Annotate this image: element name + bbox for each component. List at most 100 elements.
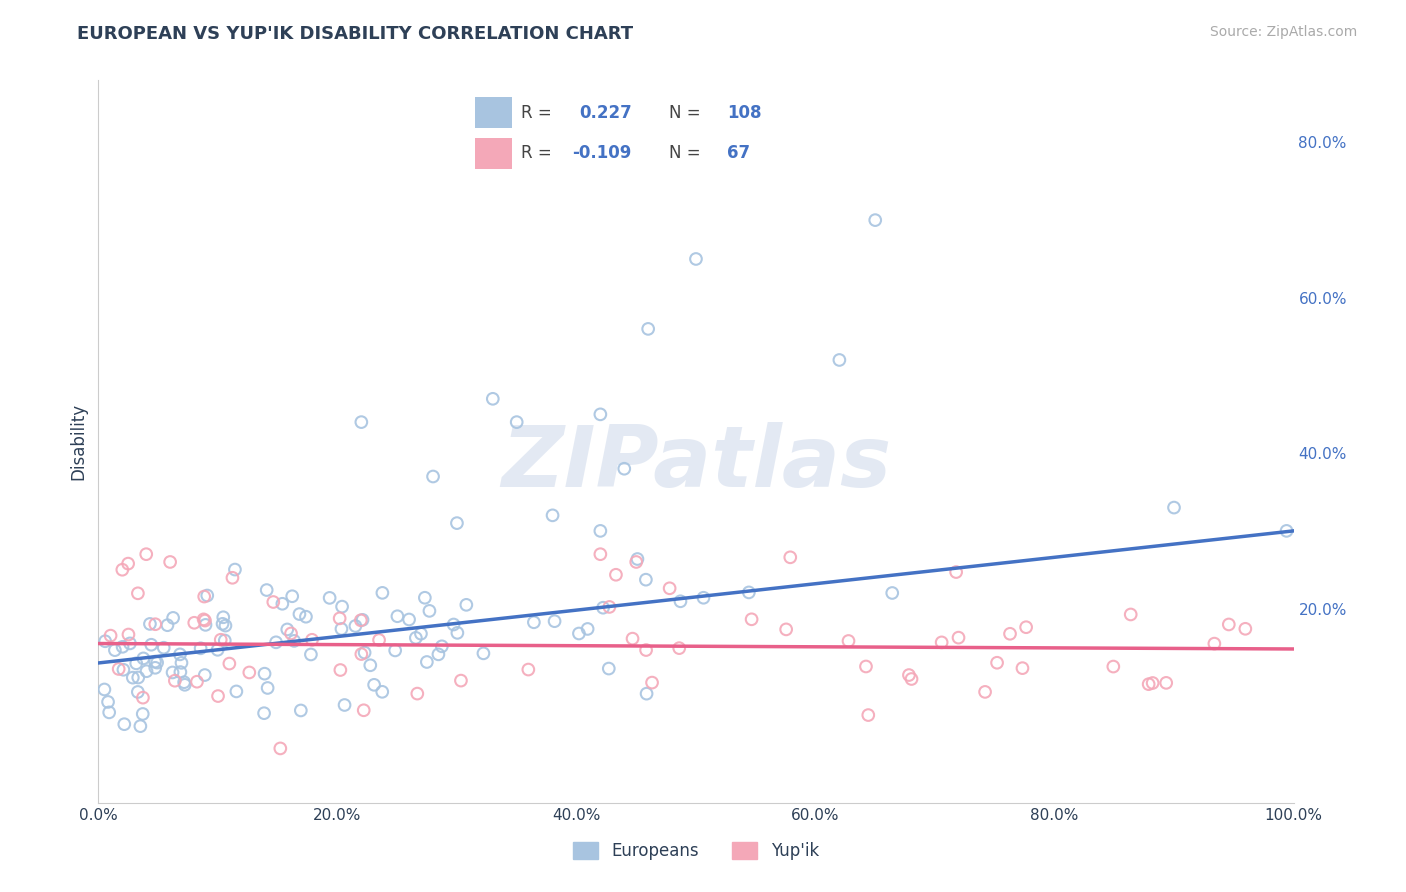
Point xyxy=(264,635,287,649)
Text: 108: 108 xyxy=(727,104,762,122)
Point xyxy=(418,604,440,618)
Point xyxy=(986,656,1008,670)
Point xyxy=(363,678,385,692)
Point xyxy=(1218,617,1240,632)
Point xyxy=(858,708,880,723)
Point xyxy=(621,632,644,646)
Point xyxy=(837,634,859,648)
Point xyxy=(183,615,205,630)
Point xyxy=(93,682,115,697)
Point xyxy=(271,597,294,611)
Point xyxy=(658,582,681,596)
Text: 67: 67 xyxy=(727,145,751,162)
Point xyxy=(218,657,240,671)
Point xyxy=(668,641,690,656)
Point xyxy=(269,741,291,756)
Point xyxy=(318,591,340,605)
Point xyxy=(132,690,155,705)
Point xyxy=(290,703,312,717)
Point xyxy=(1142,676,1164,690)
Point xyxy=(422,469,444,483)
Point xyxy=(118,636,141,650)
Point xyxy=(641,675,664,690)
Point xyxy=(156,618,179,632)
Point xyxy=(169,648,191,662)
Point xyxy=(211,616,233,631)
Point xyxy=(897,668,920,682)
Point xyxy=(173,675,195,690)
Point xyxy=(855,659,877,673)
Text: -0.109: -0.109 xyxy=(572,145,631,162)
Point xyxy=(112,663,135,677)
Point xyxy=(409,626,432,640)
Point xyxy=(371,586,394,600)
Point xyxy=(398,612,420,626)
Point xyxy=(194,614,217,628)
Point xyxy=(301,632,323,647)
Point xyxy=(1102,659,1125,673)
Point xyxy=(637,322,659,336)
Point xyxy=(865,213,887,227)
Point xyxy=(111,563,134,577)
Point xyxy=(224,563,246,577)
Point xyxy=(111,640,134,654)
Point xyxy=(998,627,1021,641)
Point xyxy=(384,643,406,657)
Point xyxy=(945,565,967,579)
Point xyxy=(368,632,391,647)
Point xyxy=(193,590,215,604)
Point xyxy=(117,627,139,641)
Point xyxy=(405,631,427,645)
Point xyxy=(598,662,620,676)
Point xyxy=(359,658,381,673)
Point xyxy=(406,687,429,701)
Point xyxy=(221,571,243,585)
Point xyxy=(169,665,191,679)
Point xyxy=(288,607,311,621)
Point xyxy=(738,585,761,599)
Point xyxy=(446,625,468,640)
Point xyxy=(598,599,620,614)
Point xyxy=(146,656,169,670)
Point xyxy=(1234,622,1257,636)
Point xyxy=(353,646,375,660)
Point xyxy=(330,599,353,614)
Point xyxy=(626,555,648,569)
Point xyxy=(472,646,495,660)
Point xyxy=(828,353,851,368)
Point xyxy=(352,613,374,627)
Point xyxy=(931,635,953,649)
Point xyxy=(162,665,184,680)
Point xyxy=(238,665,260,680)
Point xyxy=(121,671,143,685)
Point xyxy=(107,662,129,676)
Point xyxy=(100,629,122,643)
Point xyxy=(636,643,658,657)
Point xyxy=(225,684,247,698)
Point xyxy=(256,582,278,597)
Bar xyxy=(475,138,512,169)
Point xyxy=(350,647,373,661)
Point xyxy=(209,632,232,647)
Point xyxy=(450,673,472,688)
Point xyxy=(186,674,208,689)
Point xyxy=(97,695,120,709)
Point xyxy=(416,655,439,669)
Point xyxy=(576,622,599,636)
Point xyxy=(541,508,564,523)
Point xyxy=(353,703,375,717)
Point xyxy=(132,651,155,665)
Point xyxy=(207,689,229,703)
Point xyxy=(333,698,356,712)
Text: R =: R = xyxy=(520,104,551,122)
Point xyxy=(882,586,904,600)
Point xyxy=(194,618,217,632)
Point xyxy=(173,678,195,692)
Point xyxy=(329,663,352,677)
Point xyxy=(1011,661,1033,675)
Point xyxy=(592,600,614,615)
Point xyxy=(1204,637,1226,651)
Point xyxy=(350,415,373,429)
Point xyxy=(135,547,157,561)
Point xyxy=(517,663,540,677)
